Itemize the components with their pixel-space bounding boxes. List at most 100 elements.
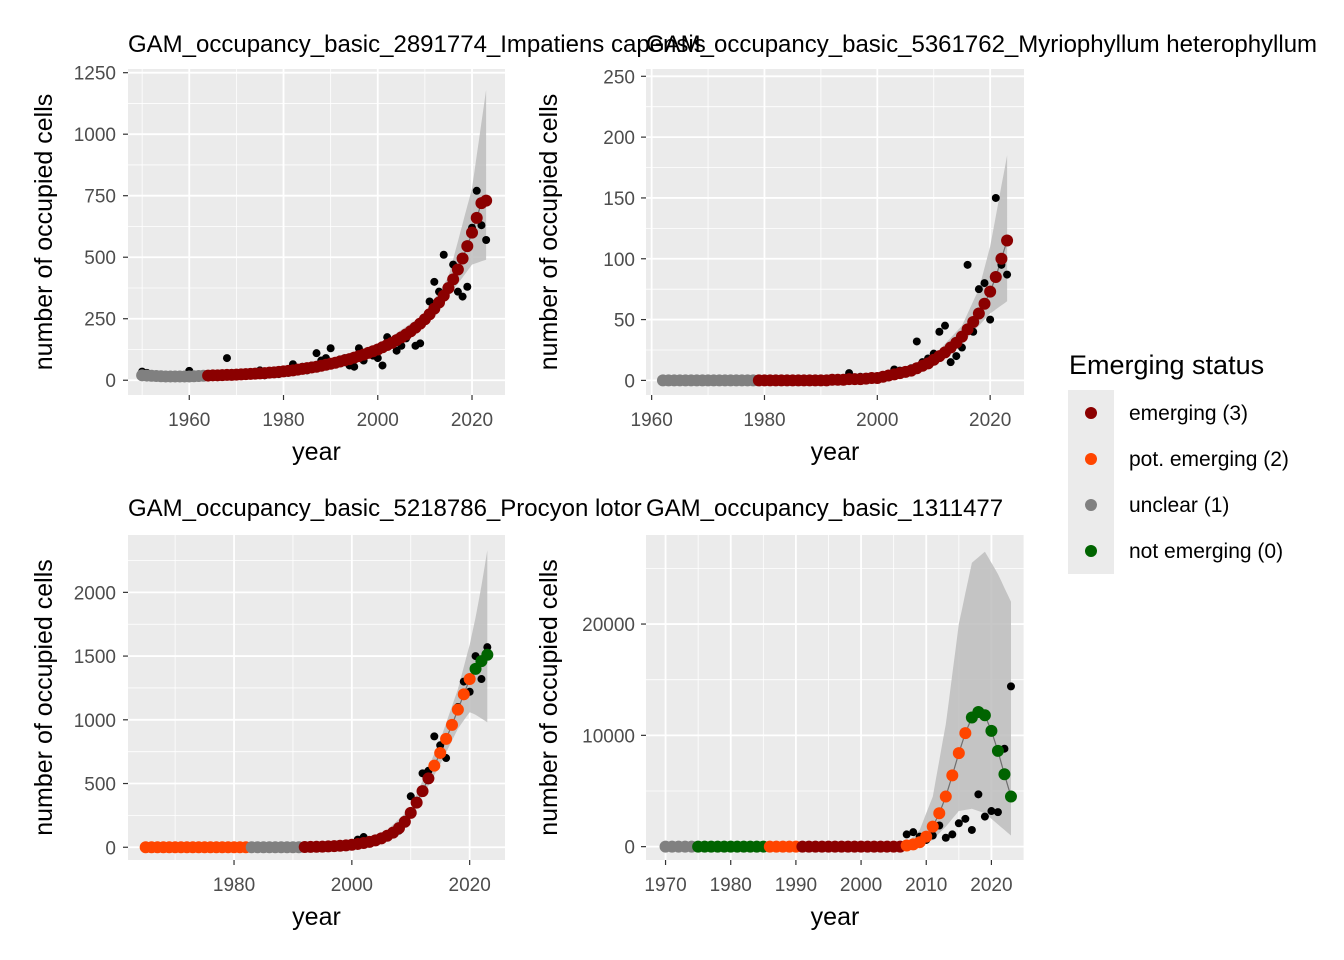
plot-area [136,89,493,383]
x-tick-label: 1980 [213,875,255,896]
observed-point [974,285,983,294]
x-tick-label: 2000 [856,410,898,431]
fitted-point [1001,234,1014,247]
panel-1: 1960 1980 2000 2020025050075010001250yearnu… [30,31,706,466]
plot-background [646,69,1024,395]
fitted-point [985,724,998,737]
observed-point [974,790,983,799]
y-axis-title: number of occupied cells [535,94,563,371]
fitted-point [456,252,469,265]
observed-point [912,337,921,346]
legend-key-dot [1085,499,1097,511]
plot-background [128,69,505,395]
fitted-point [480,194,493,207]
x-tick-label: 2020 [449,875,491,896]
observed-point [477,221,486,230]
legend-key-dot [1085,545,1097,557]
observed-point [948,830,957,839]
observed-point [946,358,955,367]
panel-title: GAM_occupancy_basic_1311477 [646,495,1003,522]
fitted-point [978,709,991,722]
legend-item-emerging: emerging (3) [1068,390,1338,436]
y-tick-label: 2000 [74,583,116,604]
y-tick-label: 20000 [582,615,635,636]
x-tick-label: 1960 [168,410,210,431]
observed-point [458,292,467,301]
x-tick-label: 1980 [710,875,752,896]
fitted-point [445,718,458,731]
fitted-point [946,769,959,782]
observed-point [993,808,1002,817]
x-axis-title: year [292,903,341,931]
fitted-point [952,747,965,760]
observed-point [326,344,335,353]
legend-key-dot [1085,453,1097,465]
y-tick-label: 500 [84,775,116,796]
fitted-point [398,815,411,828]
x-tick-label: 2020 [451,410,493,431]
observed-point [430,277,439,286]
y-axis-title: number of occupied cells [30,94,58,371]
y-tick-label: 100 [603,250,635,271]
legend-item-unclear: unclear (1) [1068,482,1338,528]
observed-point [967,825,976,834]
plot-background [128,535,505,860]
y-axis-title: number of occupied cells [535,559,563,836]
fitted-point [991,744,1004,757]
x-tick-label: 1980 [262,410,304,431]
legend-item-label: emerging (3) [1129,402,1249,425]
fitted-point [939,790,952,803]
observed-point [463,282,472,291]
x-tick-label: 2010 [905,875,947,896]
observed-point [980,812,989,821]
y-tick-label: 500 [84,248,116,269]
fitted-point [972,307,985,320]
x-axis-title: year [811,903,860,931]
panel-3: 1980 2000 2020 0 500 1000 1500 2000 year number o… [30,495,642,931]
observed-point [312,349,321,358]
y-tick-label: 1500 [74,647,116,668]
observed-point [909,828,918,837]
fitted-point [989,271,1002,284]
x-tick-label: 1990 [775,875,817,896]
panel-2: 1960 1980 2000 2020 0 50 100 150 200 250 year numbe… [535,31,1317,466]
legend-item-label: unclear (1) [1129,494,1230,517]
observed-point [1003,270,1012,279]
observed-point [1006,682,1015,691]
observed-point [430,732,439,741]
fitted-point [933,807,946,820]
observed-point [477,675,486,684]
y-tick-label: 0 [624,838,635,859]
fitted-point [461,240,474,253]
fitted-point [1004,790,1017,803]
fitted-point [457,688,470,701]
y-tick-label: 0 [624,371,635,392]
y-tick-label: 150 [603,189,635,210]
legend-key-dot [1085,407,1097,419]
fitted-point [466,226,479,239]
observed-point [935,327,944,336]
x-axis-title: year [292,438,341,466]
y-tick-label: 250 [603,67,635,88]
legend-item-not-emerging: not emerging (0) [1068,528,1338,574]
observed-point [954,819,963,828]
observed-point [439,250,448,259]
fitted-point [920,830,933,843]
observed-point [472,186,481,195]
x-tick-label: 2020 [970,875,1012,896]
x-tick-label: 2020 [969,410,1011,431]
y-tick-label: 200 [603,128,635,149]
panel-title: GAM_occupancy_basic_5361762_Myriophyllum… [646,31,1317,58]
fitted-point [463,673,476,686]
observed-point [416,339,425,348]
observed-point [941,321,950,330]
fitted-point [422,772,435,785]
observed-point [482,235,491,244]
y-tick-label: 0 [105,371,116,392]
legend-body: emerging (3) pot. emerging (2) unclear (… [1068,390,1338,574]
x-tick-label: 2000 [840,875,882,896]
observed-point [963,260,972,269]
confidence-band [665,551,1011,847]
observed-point [952,352,961,361]
